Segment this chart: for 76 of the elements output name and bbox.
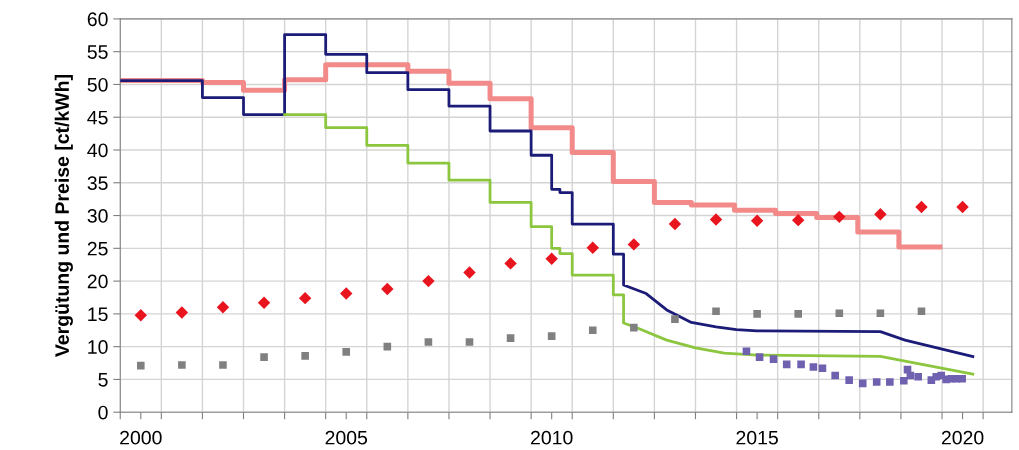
y-tick-label: 20 xyxy=(87,274,108,289)
point xyxy=(298,291,312,305)
x-tick-label: 2015 xyxy=(736,430,778,445)
point xyxy=(797,360,805,369)
y-tick-label: 15 xyxy=(88,307,108,322)
y-tick-label: 0 xyxy=(98,405,108,420)
point xyxy=(872,378,881,386)
point xyxy=(588,326,597,335)
point xyxy=(917,307,926,316)
point xyxy=(900,376,908,385)
point xyxy=(958,374,966,383)
point xyxy=(381,282,394,296)
point xyxy=(463,266,476,279)
point xyxy=(791,213,805,227)
point xyxy=(136,361,145,370)
point xyxy=(219,361,227,369)
point xyxy=(956,200,969,214)
x-tick-label: 2020 xyxy=(941,430,984,445)
point xyxy=(257,296,271,309)
point xyxy=(630,323,638,332)
point xyxy=(712,307,720,316)
x-tick-label: 2005 xyxy=(325,430,368,445)
y-tick-label: 60 xyxy=(87,12,108,27)
point xyxy=(769,355,778,363)
point xyxy=(586,241,599,254)
y-tick-label: 40 xyxy=(87,143,108,158)
point xyxy=(845,376,853,384)
point xyxy=(835,309,844,318)
point xyxy=(627,238,641,251)
line-series xyxy=(283,113,975,376)
point xyxy=(547,332,556,340)
point xyxy=(753,310,761,318)
x-tick-label: 2010 xyxy=(531,430,573,445)
y-axis-title: Vergütung und Preise [ct/kWh] xyxy=(54,75,73,357)
point xyxy=(915,200,928,214)
point xyxy=(301,352,309,360)
point xyxy=(545,252,558,266)
point xyxy=(216,301,230,314)
point xyxy=(914,373,922,381)
point xyxy=(709,213,723,226)
x-tick-label: 2000 xyxy=(120,430,162,445)
point xyxy=(833,210,846,224)
y-tick-label: 5 xyxy=(98,373,108,387)
y-tick-label: 25 xyxy=(87,241,108,256)
point xyxy=(668,217,682,231)
point xyxy=(506,334,515,342)
point xyxy=(794,310,803,318)
point xyxy=(465,338,474,346)
y-tick-label: 30 xyxy=(87,209,108,223)
point xyxy=(858,379,867,388)
point xyxy=(260,353,268,361)
point xyxy=(818,364,827,373)
point xyxy=(342,348,351,356)
point xyxy=(886,378,894,386)
line-series xyxy=(120,33,975,358)
point xyxy=(755,353,764,361)
y-tick-label: 10 xyxy=(88,340,108,354)
y-tick-label: 35 xyxy=(87,176,108,191)
point xyxy=(831,371,839,380)
point xyxy=(504,257,517,270)
point xyxy=(178,361,186,369)
y-tick-label: 50 xyxy=(87,77,108,92)
point xyxy=(340,287,353,300)
point xyxy=(742,347,751,356)
point xyxy=(874,208,887,221)
point xyxy=(424,338,433,346)
y-tick-label: 55 xyxy=(87,45,108,59)
point xyxy=(750,214,764,228)
point xyxy=(671,315,679,323)
point xyxy=(809,363,818,371)
point xyxy=(175,306,189,319)
point xyxy=(876,309,885,318)
point xyxy=(422,274,435,288)
point xyxy=(782,360,791,369)
y-tick-label: 45 xyxy=(87,110,108,125)
point xyxy=(134,308,147,322)
